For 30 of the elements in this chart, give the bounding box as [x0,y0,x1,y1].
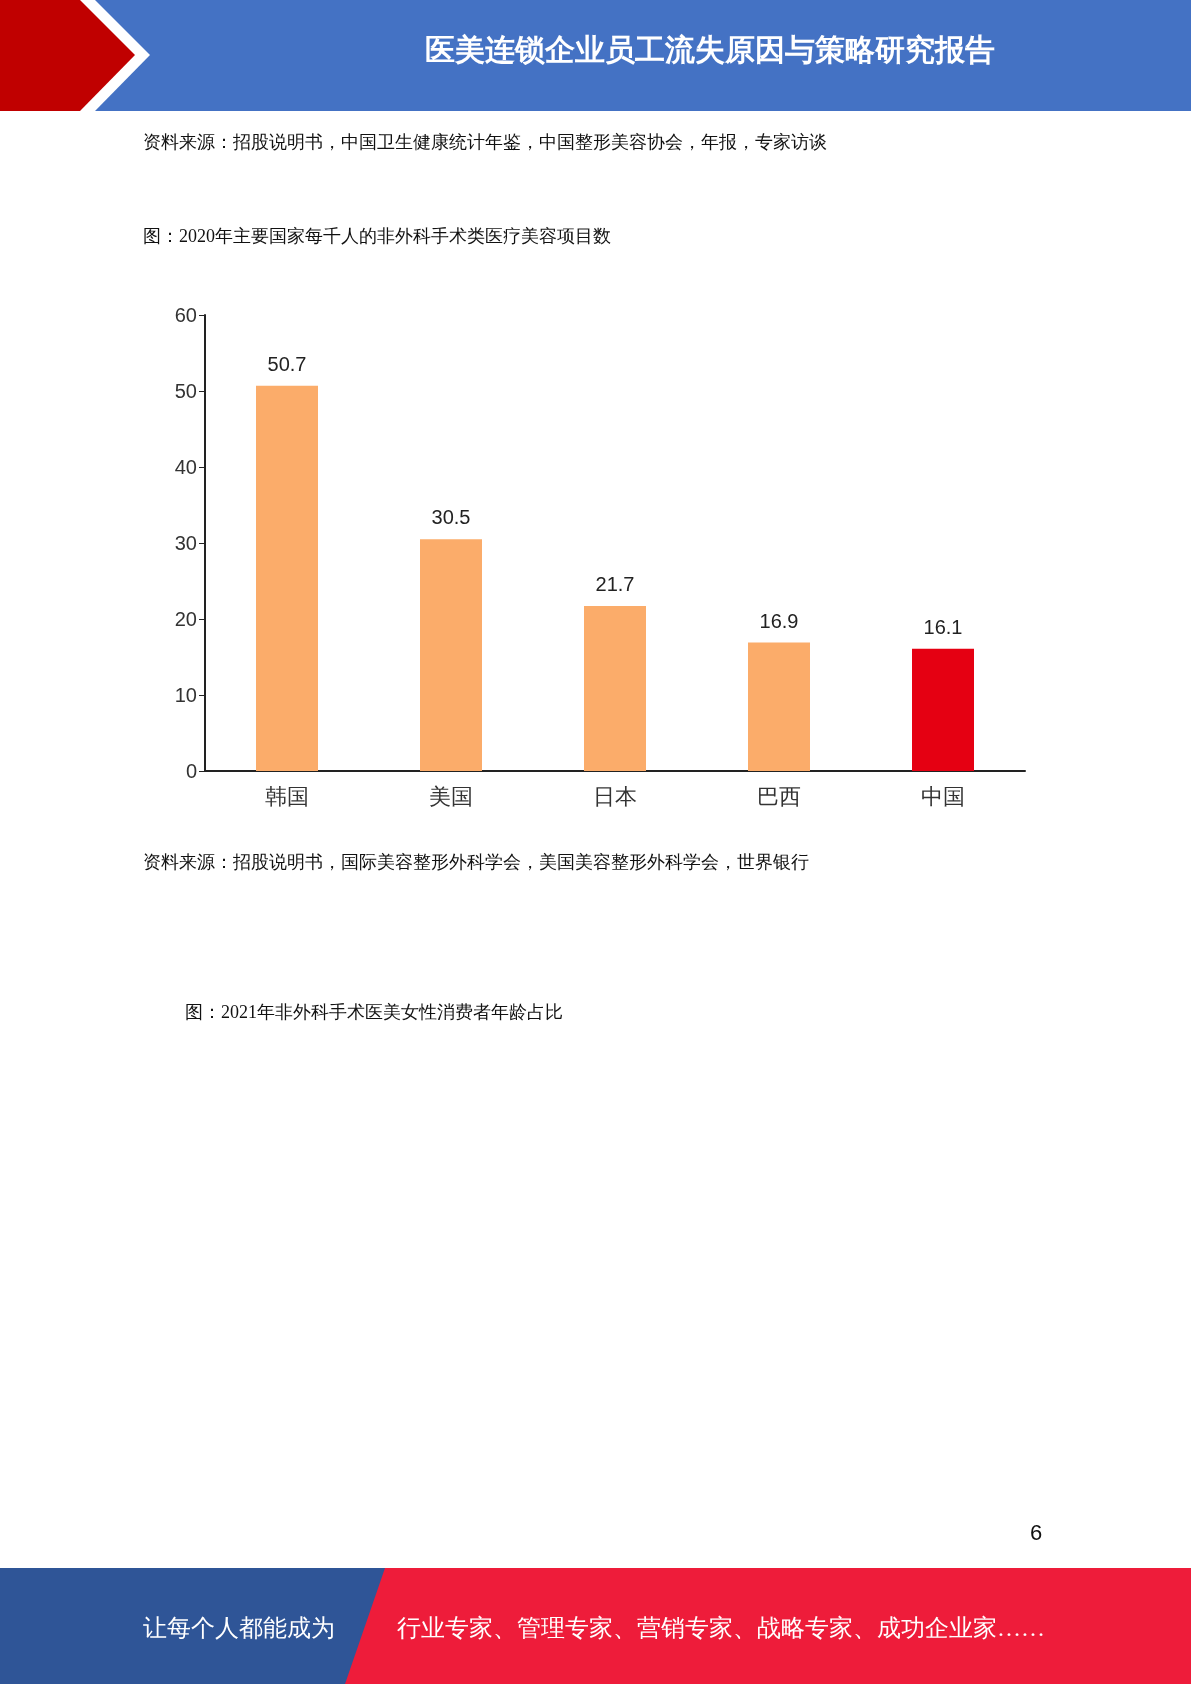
text: 行业专家、管理专家、营销专家、战略专家、成功企业家…… [397,1614,1045,1643]
y-tick-label: 40 [174,456,197,478]
x-tick-label: 美国 [429,783,473,809]
x-tick-label: 韩国 [265,783,309,809]
text: 让每个人都能成为 [143,1614,335,1643]
bar [748,642,810,771]
bar [584,606,646,771]
data-label: 21.7 [595,573,635,596]
y-tick-label: 10 [174,684,197,706]
y-tick-label: 30 [174,532,197,554]
data-label: 50.7 [267,352,307,375]
y-tick-label: 20 [174,608,197,630]
bar [256,385,318,771]
chart-title: 图：2020年主要国家每千人的非外科手术类医疗美容项目数 [143,225,611,248]
text: 资料来源：招股说明书，中国卫生健康统计年鉴，中国整形美容协会，年报，专家访谈 [143,131,827,154]
text: 资料来源：招股说明书，国际美容整形外科学会，美国美容整形外科学会，世界银行 [143,851,809,874]
x-tick-label: 中国 [921,783,965,809]
y-tick-label: 60 [174,304,197,326]
data-label: 16.9 [759,609,799,632]
y-tick-label: 50 [174,380,197,402]
text: 医美连锁企业员工流失原因与策略研究报告 [424,32,996,68]
data-label: 16.1 [923,615,963,638]
data-label: 30.5 [431,506,471,529]
bar [912,648,974,771]
text: 图：2021年非外科手术医美女性消费者年龄占比 [185,1001,563,1024]
x-tick-label: 巴西 [757,783,801,809]
x-tick-label: 日本 [593,783,637,809]
y-tick-label: 0 [185,760,197,782]
bar [420,539,482,771]
text: 6 [1030,1520,1043,1546]
